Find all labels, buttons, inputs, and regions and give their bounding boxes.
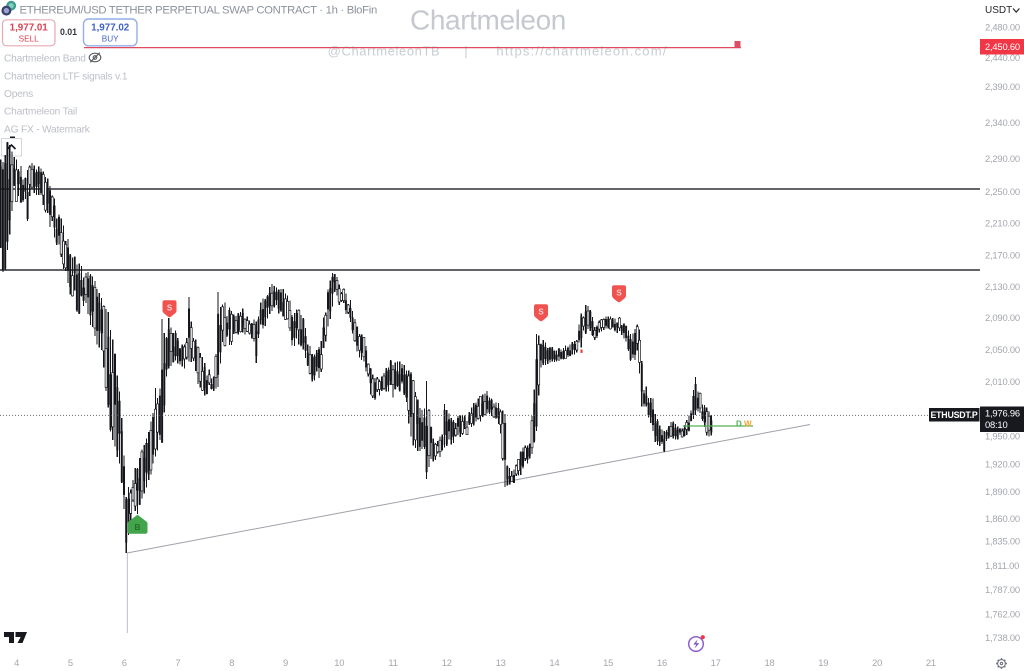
svg-text:Chartmeleon: Chartmeleon bbox=[410, 5, 566, 36]
svg-text:2,210.00: 2,210.00 bbox=[985, 218, 1020, 229]
svg-text:2,290.00: 2,290.00 bbox=[985, 153, 1020, 164]
svg-text:5: 5 bbox=[68, 657, 73, 668]
svg-text:1,890.00: 1,890.00 bbox=[985, 486, 1020, 497]
svg-text:18: 18 bbox=[764, 657, 774, 668]
svg-text:2,480.00: 2,480.00 bbox=[985, 22, 1020, 33]
svg-text:0.01: 0.01 bbox=[60, 27, 77, 37]
svg-text:AG FX - Watermark: AG FX - Watermark bbox=[4, 125, 91, 136]
svg-text:6: 6 bbox=[122, 657, 127, 668]
svg-text:1,950.00: 1,950.00 bbox=[985, 431, 1020, 442]
svg-text:S: S bbox=[167, 304, 173, 313]
svg-text:1,920.00: 1,920.00 bbox=[985, 459, 1020, 470]
svg-text:Chartmeleon Band: Chartmeleon Band bbox=[4, 54, 86, 65]
svg-text:8: 8 bbox=[229, 657, 234, 668]
svg-text:2,340.00: 2,340.00 bbox=[985, 117, 1020, 128]
svg-text:21: 21 bbox=[926, 657, 936, 668]
svg-text:W: W bbox=[744, 420, 752, 429]
svg-text:2,390.00: 2,390.00 bbox=[985, 81, 1020, 92]
svg-text:1,811.00: 1,811.00 bbox=[985, 560, 1019, 571]
svg-text:D: D bbox=[736, 420, 742, 429]
svg-text:11: 11 bbox=[388, 657, 397, 668]
svg-text:2,090.00: 2,090.00 bbox=[985, 312, 1020, 323]
svg-text:15: 15 bbox=[603, 657, 613, 668]
svg-text:19: 19 bbox=[818, 657, 828, 668]
svg-text:BUY: BUY bbox=[102, 34, 119, 43]
svg-text:Chartmeleon Tail: Chartmeleon Tail bbox=[4, 107, 77, 118]
svg-text:1,787.00: 1,787.00 bbox=[985, 584, 1020, 595]
svg-text:17: 17 bbox=[711, 657, 721, 668]
svg-text:ETHUSDT.P: ETHUSDT.P bbox=[930, 410, 977, 420]
svg-text:10: 10 bbox=[334, 657, 344, 668]
svg-text:USDT: USDT bbox=[985, 5, 1012, 16]
svg-text:|: | bbox=[464, 44, 467, 59]
svg-text:12: 12 bbox=[442, 657, 452, 668]
svg-text:S: S bbox=[538, 308, 544, 317]
svg-text:2,440.00: 2,440.00 bbox=[985, 52, 1020, 63]
svg-text:ETHEREUM/USD TETHER PERPETUAL: ETHEREUM/USD TETHER PERPETUAL SWAP CONTR… bbox=[20, 5, 377, 17]
svg-text:14: 14 bbox=[549, 657, 559, 668]
svg-text:https://chartmeleon.com/: https://chartmeleon.com/ bbox=[496, 44, 667, 59]
svg-text:20: 20 bbox=[872, 657, 882, 668]
svg-text:1,976.96: 1,976.96 bbox=[985, 408, 1020, 419]
svg-text:4: 4 bbox=[14, 657, 19, 668]
svg-text:SELL: SELL bbox=[19, 35, 39, 44]
svg-text:7: 7 bbox=[175, 657, 180, 668]
svg-text:B: B bbox=[134, 522, 140, 532]
svg-text:08:10: 08:10 bbox=[985, 419, 1007, 430]
svg-text:2,050.00: 2,050.00 bbox=[985, 344, 1020, 355]
svg-text:13: 13 bbox=[496, 657, 506, 668]
svg-text:16: 16 bbox=[657, 657, 667, 668]
svg-text:1,860.00: 1,860.00 bbox=[985, 513, 1020, 524]
svg-text:1,762.00: 1,762.00 bbox=[985, 609, 1020, 620]
svg-text:2,170.00: 2,170.00 bbox=[985, 250, 1020, 261]
svg-text:Chartmeleon LTF signals v.1: Chartmeleon LTF signals v.1 bbox=[4, 72, 128, 83]
svg-text:@ChartmeleonTB: @ChartmeleonTB bbox=[328, 44, 441, 59]
svg-text:1,977.02: 1,977.02 bbox=[91, 23, 130, 34]
svg-text:Opens: Opens bbox=[4, 89, 33, 100]
svg-text:2,130.00: 2,130.00 bbox=[985, 281, 1020, 292]
svg-text:1,738.00: 1,738.00 bbox=[985, 632, 1020, 643]
svg-text:1,835.00: 1,835.00 bbox=[985, 536, 1020, 547]
svg-text:2,450.60: 2,450.60 bbox=[985, 41, 1020, 52]
svg-text:1,977.01: 1,977.01 bbox=[10, 23, 49, 34]
svg-text:2,250.00: 2,250.00 bbox=[985, 186, 1020, 197]
svg-text:9: 9 bbox=[283, 657, 288, 668]
svg-text:2,010.00: 2,010.00 bbox=[985, 376, 1020, 387]
svg-text:S: S bbox=[616, 289, 622, 298]
